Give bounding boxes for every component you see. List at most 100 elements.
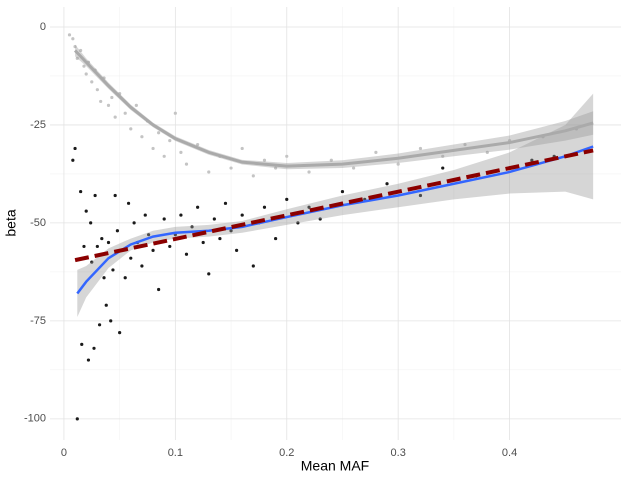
point bbox=[418, 193, 423, 198]
point bbox=[318, 217, 322, 221]
point bbox=[240, 146, 244, 151]
point bbox=[95, 244, 99, 249]
x-tick-label: 0.4 bbox=[502, 447, 517, 459]
point bbox=[71, 37, 75, 41]
smooth-line bbox=[73, 49, 594, 168]
point bbox=[218, 236, 222, 241]
point bbox=[132, 221, 136, 225]
point bbox=[212, 217, 216, 221]
point bbox=[162, 154, 166, 158]
point bbox=[296, 221, 300, 225]
point bbox=[240, 213, 244, 217]
point bbox=[109, 319, 113, 323]
point bbox=[274, 166, 278, 170]
point bbox=[99, 99, 103, 104]
point bbox=[168, 139, 172, 143]
point bbox=[262, 205, 267, 209]
point bbox=[129, 256, 133, 260]
point bbox=[262, 158, 267, 162]
point bbox=[123, 111, 127, 115]
point bbox=[102, 276, 106, 280]
point bbox=[179, 150, 183, 154]
x-tick-label: 0.3 bbox=[391, 447, 406, 459]
point bbox=[113, 115, 117, 119]
x-tick-label: 0 bbox=[61, 447, 67, 459]
point bbox=[340, 189, 345, 194]
point bbox=[97, 323, 102, 327]
point bbox=[485, 150, 489, 154]
point bbox=[285, 197, 289, 202]
point bbox=[115, 229, 120, 233]
point bbox=[113, 193, 117, 198]
point bbox=[441, 166, 445, 170]
point bbox=[190, 225, 194, 229]
point bbox=[90, 260, 94, 264]
point bbox=[140, 264, 144, 268]
point bbox=[151, 146, 155, 151]
point bbox=[95, 88, 99, 92]
point bbox=[106, 240, 111, 245]
point bbox=[329, 158, 333, 162]
point bbox=[207, 272, 211, 276]
point bbox=[229, 166, 233, 170]
point bbox=[157, 287, 161, 292]
point bbox=[374, 150, 378, 154]
point bbox=[73, 146, 77, 151]
y-tick-label: -75 bbox=[30, 315, 46, 327]
point bbox=[90, 80, 94, 84]
point bbox=[235, 248, 239, 252]
point bbox=[147, 233, 151, 237]
point bbox=[92, 346, 96, 350]
point bbox=[251, 174, 255, 178]
point bbox=[162, 217, 166, 221]
point bbox=[151, 248, 155, 252]
point bbox=[126, 201, 131, 205]
point bbox=[111, 268, 115, 272]
point bbox=[179, 213, 183, 217]
point bbox=[71, 158, 75, 162]
point bbox=[79, 48, 83, 53]
point bbox=[184, 162, 189, 166]
point bbox=[352, 166, 356, 170]
point bbox=[441, 154, 445, 158]
point bbox=[106, 103, 111, 107]
y-tick-label: -100 bbox=[24, 413, 46, 425]
point bbox=[140, 135, 144, 139]
point bbox=[173, 111, 177, 115]
point bbox=[80, 342, 84, 346]
point bbox=[196, 142, 200, 147]
point bbox=[143, 213, 147, 217]
point bbox=[223, 201, 228, 205]
point bbox=[73, 44, 77, 49]
point bbox=[157, 131, 161, 135]
point bbox=[463, 142, 467, 147]
smooth-line bbox=[76, 145, 594, 295]
point bbox=[110, 95, 114, 100]
point bbox=[530, 158, 534, 162]
point bbox=[418, 146, 423, 151]
point bbox=[274, 236, 278, 241]
point bbox=[75, 417, 79, 421]
point bbox=[82, 64, 86, 68]
point bbox=[123, 276, 127, 280]
y-tick-label: -25 bbox=[30, 119, 46, 131]
y-axis-title: beta bbox=[3, 209, 19, 236]
point bbox=[100, 236, 104, 241]
point bbox=[134, 103, 138, 107]
point bbox=[84, 209, 88, 213]
point bbox=[201, 240, 205, 245]
point bbox=[307, 205, 311, 209]
point bbox=[307, 170, 311, 174]
point bbox=[79, 189, 83, 194]
point bbox=[86, 358, 91, 362]
point bbox=[89, 221, 93, 225]
x-axis-title: Mean MAF bbox=[301, 458, 369, 474]
y-tick-label: 0 bbox=[40, 21, 46, 33]
point bbox=[196, 205, 200, 209]
point bbox=[75, 56, 79, 60]
point bbox=[67, 33, 72, 37]
point bbox=[285, 154, 289, 158]
point bbox=[229, 229, 233, 233]
point bbox=[207, 170, 211, 174]
